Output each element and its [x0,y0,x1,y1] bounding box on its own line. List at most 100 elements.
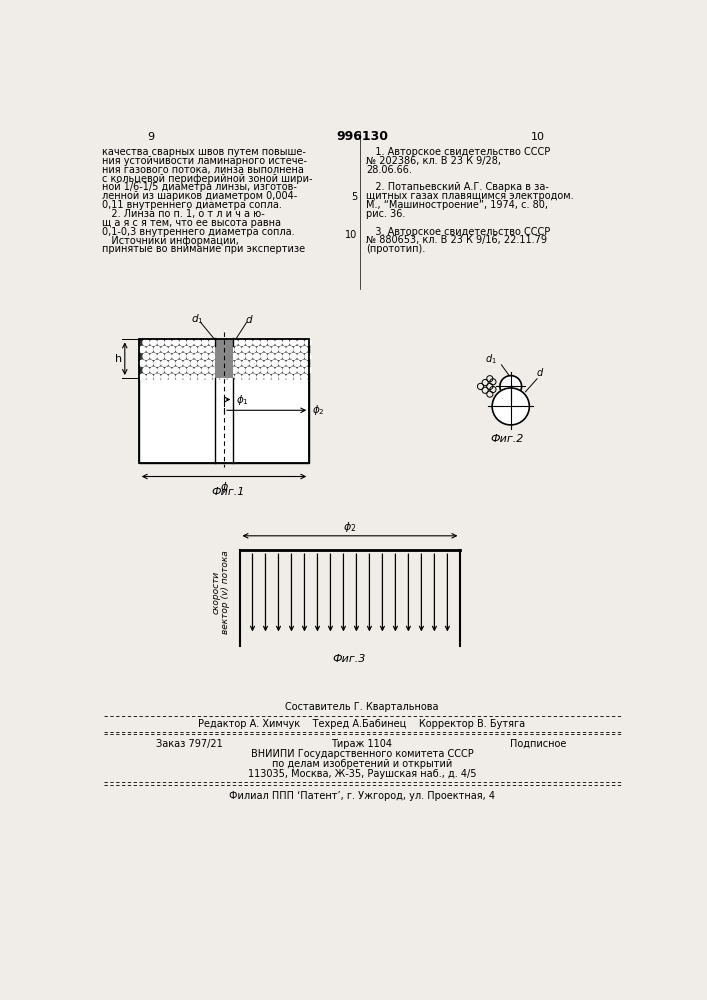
Circle shape [264,346,271,353]
Circle shape [154,374,160,380]
Circle shape [198,360,204,366]
Circle shape [279,360,286,366]
Circle shape [151,367,156,373]
Circle shape [213,374,219,380]
Circle shape [257,346,263,353]
Bar [139,339,309,463]
Text: (прототип).: (прототип). [366,244,425,254]
Circle shape [291,353,296,359]
Circle shape [298,353,304,359]
Circle shape [253,353,259,359]
Circle shape [272,374,278,380]
Circle shape [161,374,168,380]
Circle shape [169,346,175,353]
Text: № 880653, кл. В 23 К 9/16, 22.11.79: № 880653, кл. В 23 К 9/16, 22.11.79 [366,235,547,245]
Circle shape [305,367,311,373]
Circle shape [216,339,223,346]
Text: Фиг.3: Фиг.3 [333,654,366,664]
Circle shape [243,374,249,380]
Text: № 202386, кл. В 23 К 9/28,: № 202386, кл. В 23 К 9/28, [366,156,501,166]
Circle shape [158,367,164,373]
Text: Подписное: Подписное [510,739,566,749]
Text: принятые во внимание при экспертизе: принятые во внимание при экспертизе [103,244,305,254]
Circle shape [276,353,281,359]
Circle shape [202,367,208,373]
Circle shape [169,374,175,380]
Circle shape [191,346,197,353]
Circle shape [139,360,146,366]
Text: 0,1-0,3 внутреннего диаметра сопла.: 0,1-0,3 внутреннего диаметра сопла. [103,227,295,237]
Circle shape [194,367,201,373]
Circle shape [209,367,216,373]
Circle shape [268,367,274,373]
Circle shape [264,374,271,380]
Circle shape [298,339,304,346]
Circle shape [276,339,281,346]
Circle shape [209,339,216,346]
Circle shape [146,346,153,353]
Circle shape [235,346,241,353]
Circle shape [228,374,234,380]
Circle shape [272,360,278,366]
Circle shape [231,353,238,359]
Circle shape [224,339,230,346]
Text: с кольцевой периферийной зоной шири-: с кольцевой периферийной зоной шири- [103,174,312,184]
Bar [215,339,233,378]
Circle shape [231,367,238,373]
Circle shape [250,346,256,353]
Circle shape [209,353,216,359]
Text: 10: 10 [531,132,545,142]
Circle shape [146,374,153,380]
Circle shape [151,353,156,359]
Text: щ а я с я тем, что ее высота равна: щ а я с я тем, что ее высота равна [103,218,281,228]
Circle shape [301,360,308,366]
Text: скорости: скорости [212,570,221,614]
Circle shape [169,360,175,366]
Circle shape [191,360,197,366]
Circle shape [216,367,223,373]
Bar [139,378,309,463]
Circle shape [158,353,164,359]
Circle shape [198,374,204,380]
Circle shape [176,360,182,366]
Circle shape [194,339,201,346]
Circle shape [187,339,194,346]
Circle shape [294,374,300,380]
Text: Составитель Г. Квартальнова: Составитель Г. Квартальнова [285,702,439,712]
Circle shape [143,367,149,373]
Bar [139,339,309,378]
Text: $d$: $d$ [536,366,544,378]
Text: $\phi_2$: $\phi_2$ [312,403,325,417]
Circle shape [253,339,259,346]
Circle shape [246,353,252,359]
Circle shape [139,374,146,380]
Circle shape [139,346,146,353]
Text: 2. Потапьевский А.Г. Сварка в за-: 2. Потапьевский А.Г. Сварка в за- [366,182,549,192]
Circle shape [264,360,271,366]
Circle shape [279,374,286,380]
Circle shape [272,346,278,353]
Circle shape [283,339,289,346]
Circle shape [500,376,522,397]
Circle shape [165,353,171,359]
Circle shape [305,339,311,346]
Circle shape [243,360,249,366]
Text: Редактор А. Химчук    Техред А.Бабинец    Корректор В. Бутяга: Редактор А. Химчук Техред А.Бабинец Корр… [199,719,525,729]
Text: Фиг.1: Фиг.1 [211,487,245,497]
Circle shape [191,374,197,380]
Text: Заказ 797/21: Заказ 797/21 [156,739,223,749]
Circle shape [239,339,245,346]
Circle shape [206,346,212,353]
Circle shape [194,353,201,359]
Circle shape [180,367,186,373]
Circle shape [228,360,234,366]
Text: $\phi_2$: $\phi_2$ [343,520,356,534]
Circle shape [294,360,300,366]
Circle shape [176,374,182,380]
Text: $\phi$: $\phi$ [219,480,228,494]
Circle shape [221,360,226,366]
Circle shape [180,339,186,346]
Circle shape [279,346,286,353]
Text: 28.06.66.: 28.06.66. [366,165,411,175]
Text: 113035, Москва, Ж-35, Раушская наб., д. 4/5: 113035, Москва, Ж-35, Раушская наб., д. … [247,769,477,779]
